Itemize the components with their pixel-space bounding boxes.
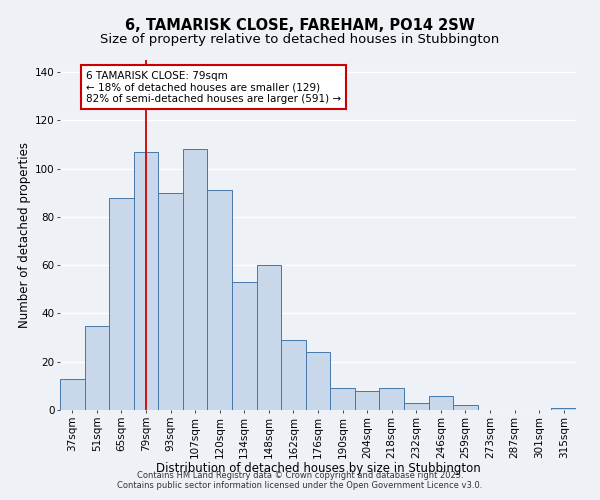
Bar — [281, 340, 306, 410]
Bar — [109, 198, 134, 410]
Bar — [355, 390, 379, 410]
X-axis label: Distribution of detached houses by size in Stubbington: Distribution of detached houses by size … — [155, 462, 481, 475]
Bar — [428, 396, 453, 410]
Bar — [60, 378, 85, 410]
Bar — [232, 282, 257, 410]
Bar — [551, 408, 576, 410]
Bar — [85, 326, 109, 410]
Bar — [183, 150, 208, 410]
Bar — [158, 193, 183, 410]
Bar — [208, 190, 232, 410]
Text: Contains HM Land Registry data © Crown copyright and database right 2025.
Contai: Contains HM Land Registry data © Crown c… — [118, 470, 482, 490]
Y-axis label: Number of detached properties: Number of detached properties — [17, 142, 31, 328]
Text: 6 TAMARISK CLOSE: 79sqm
← 18% of detached houses are smaller (129)
82% of semi-d: 6 TAMARISK CLOSE: 79sqm ← 18% of detache… — [86, 70, 341, 104]
Bar — [379, 388, 404, 410]
Bar — [306, 352, 330, 410]
Text: 6, TAMARISK CLOSE, FAREHAM, PO14 2SW: 6, TAMARISK CLOSE, FAREHAM, PO14 2SW — [125, 18, 475, 32]
Bar — [404, 403, 428, 410]
Bar — [134, 152, 158, 410]
Bar — [453, 405, 478, 410]
Text: Size of property relative to detached houses in Stubbington: Size of property relative to detached ho… — [100, 32, 500, 46]
Bar — [330, 388, 355, 410]
Bar — [257, 265, 281, 410]
